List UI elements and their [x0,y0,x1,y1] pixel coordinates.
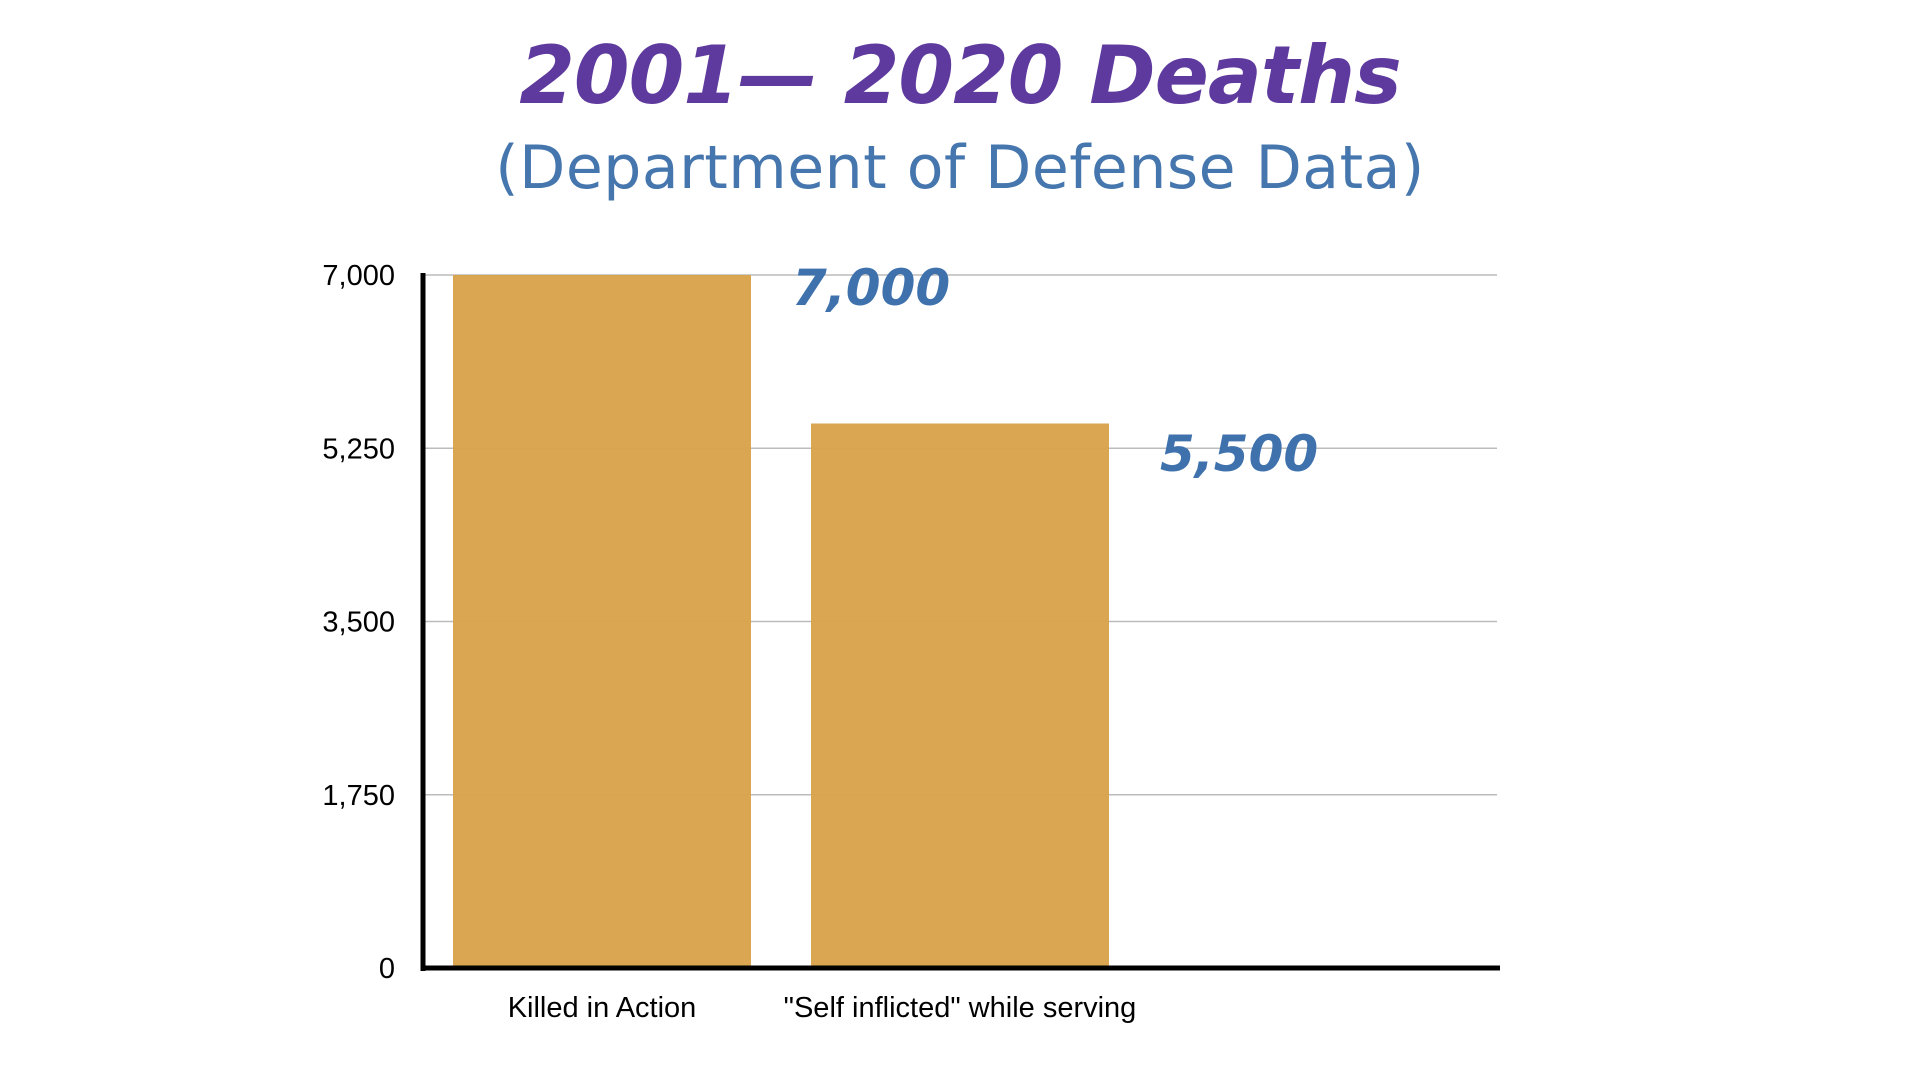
data-label: 5,500 [1160,425,1318,483]
axes [420,273,1500,971]
y-tick-label: 1,750 [322,780,395,812]
bars [453,275,1109,968]
y-tick-label: 7,000 [322,260,395,292]
data-label: 7,000 [792,259,950,317]
chart-title: 2001— 2020 Deaths [519,29,1401,122]
bar [811,423,1109,968]
x-tick-labels: Killed in Action "Self inflicted" while s… [508,992,1137,1024]
y-tick-label: 3,500 [322,607,395,639]
y-tick-label: 5,250 [322,433,395,465]
chart-subtitle: (Department of Defense Data) [495,133,1425,203]
data-labels: 7,000 5,500 [792,259,1318,483]
y-tick-labels: 0 1,750 3,500 5,250 7,000 [322,260,395,985]
bar [453,275,751,968]
y-tick-label: 0 [379,953,395,985]
x-tick-label: Killed in Action [508,992,697,1024]
x-tick-label: "Self inflicted" while serving [784,992,1137,1024]
